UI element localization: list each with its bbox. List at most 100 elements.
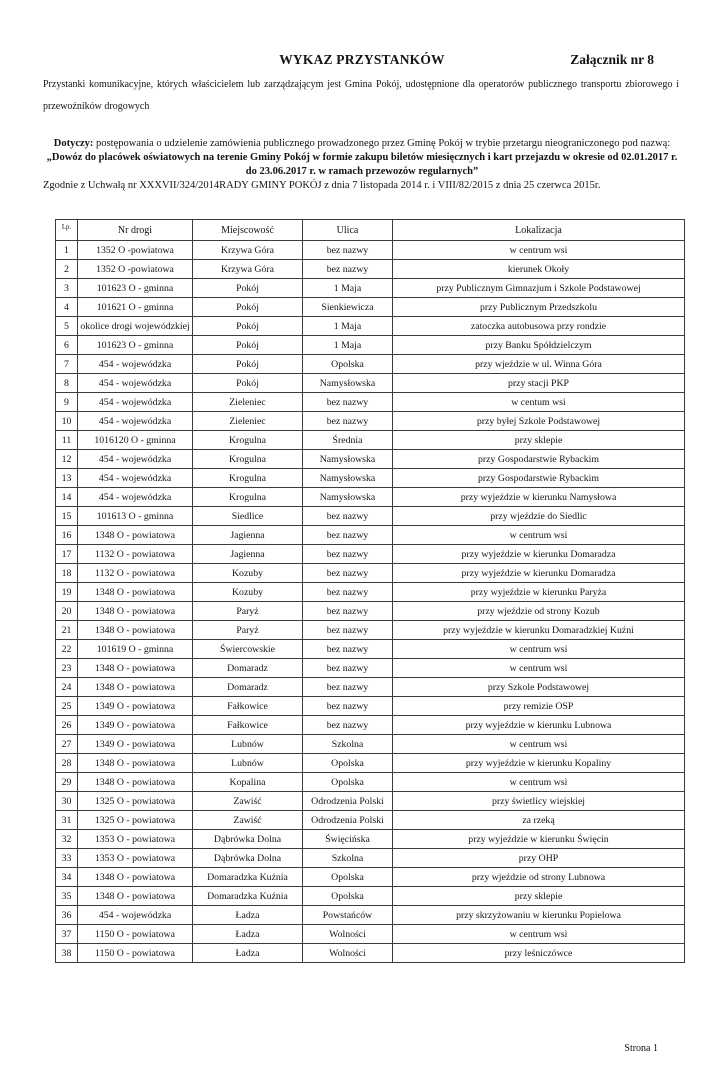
cell-nr-drogi: 1352 O -powiatowa [77, 259, 193, 279]
cell-lokalizacja: przy Publicznym Gimnazjum i Szkole Podst… [392, 278, 685, 298]
cell-ulica: bez nazwy [302, 506, 393, 526]
table-row: 33 1353 O - powiatowa Dąbrówka Dolna Szkoln… [55, 848, 685, 868]
cell-ulica: bez nazwy [302, 696, 393, 716]
cell-nr-drogi: 454 - wojewódzka [77, 468, 193, 488]
cell-nr-drogi: 454 - wojewódzka [77, 487, 193, 507]
cell-miejscowosc: Krogulna [192, 449, 303, 469]
table-row: 30 1325 O - powiatowa Zawiść Odrodzenia Pol… [55, 791, 685, 811]
cell-nr-drogi: 1353 O - powiatowa [77, 848, 193, 868]
cell-lokalizacja: w centrum wsi [392, 240, 685, 260]
table-row: 7 454 - wojewódzka Pokój Opolska przy wjeźdz… [55, 354, 685, 374]
cell-ulica: bez nazwy [302, 601, 393, 621]
dotyczy-paragraph: Dotyczy: postępowania o udzielenie zamów… [41, 137, 683, 151]
cell-ulica: bez nazwy [302, 544, 393, 564]
cell-lokalizacja: kierunek Okoły [392, 259, 685, 279]
cell-miejscowosc: Świercowskie [192, 639, 303, 659]
cell-miejscowosc: Fałkowice [192, 715, 303, 735]
cell-miejscowosc: Zieleniec [192, 411, 303, 431]
col-header-lokalizacja: Lokalizacja [392, 219, 685, 241]
cell-lp: 16 [55, 525, 78, 545]
cell-lokalizacja: przy Szkole Podstawowej [392, 677, 685, 697]
bus-stops-table: Lp. Nr drogi Miejscowość Ulica Lokalizac… [55, 219, 685, 963]
table-row: 11 1016120 O - gminna Krogulna Średnia przy … [55, 430, 685, 450]
cell-nr-drogi: 1016120 O - gminna [77, 430, 193, 450]
cell-lokalizacja: w centrum wsi [392, 639, 685, 659]
cell-nr-drogi: 101619 O - gminna [77, 639, 193, 659]
cell-ulica: bez nazwy [302, 240, 393, 260]
cell-lokalizacja: w centrum wsi [392, 924, 685, 944]
cell-nr-drogi: 101623 O - gminna [77, 278, 193, 298]
cell-lokalizacja: przy świetlicy wiejskiej [392, 791, 685, 811]
cell-lokalizacja: zatoczka autobusowa przy rondzie [392, 316, 685, 336]
cell-ulica: bez nazwy [302, 411, 393, 431]
cell-ulica: bez nazwy [302, 658, 393, 678]
cell-lp: 6 [55, 335, 78, 355]
cell-ulica: Sienkiewicza [302, 297, 393, 317]
table-row: 17 1132 O - powiatowa Jagienna bez nazwy prz… [55, 544, 685, 564]
cell-lokalizacja: w centrum wsi [392, 525, 685, 545]
cell-lp: 32 [55, 829, 78, 849]
cell-ulica: Namysłowska [302, 487, 393, 507]
cell-lp: 13 [55, 468, 78, 488]
cell-miejscowosc: Pokój [192, 373, 303, 393]
cell-lp: 5 [55, 316, 78, 336]
cell-miejscowosc: Domaradz [192, 677, 303, 697]
cell-miejscowosc: Krogulna [192, 430, 303, 450]
cell-lp: 21 [55, 620, 78, 640]
table-row: 19 1348 O - powiatowa Kozuby bez nazwy przy … [55, 582, 685, 602]
cell-lokalizacja: przy OHP [392, 848, 685, 868]
cell-nr-drogi: 1352 O -powiatowa [77, 240, 193, 260]
cell-nr-drogi: 1325 O - powiatowa [77, 810, 193, 830]
attachment-label: Załącznik nr 8 [570, 52, 654, 67]
table-row: 1 1352 O -powiatowa Krzywa Góra bez nazwy w … [55, 240, 685, 260]
cell-ulica: Wolności [302, 943, 393, 963]
cell-ulica: bez nazwy [302, 620, 393, 640]
col-header-lp: Lp. [55, 219, 78, 241]
cell-ulica: 1 Maja [302, 278, 393, 298]
cell-nr-drogi: 1150 O - powiatowa [77, 924, 193, 944]
table-row: 35 1348 O - powiatowa Domaradzka Kuźnia Opo… [55, 886, 685, 906]
cell-nr-drogi: 1349 O - powiatowa [77, 696, 193, 716]
cell-lp: 19 [55, 582, 78, 602]
cell-ulica: Opolska [302, 354, 393, 374]
table-row: 34 1348 O - powiatowa Domaradzka Kuźnia Opo… [55, 867, 685, 887]
cell-ulica: Wolności [302, 924, 393, 944]
cell-miejscowosc: Zawiść [192, 810, 303, 830]
table-row: 14 454 - wojewódzka Krogulna Namysłowska prz… [55, 487, 685, 507]
cell-lokalizacja: za rzeką [392, 810, 685, 830]
table-row: 26 1349 O - powiatowa Fałkowice bez nazwy pr… [55, 715, 685, 735]
cell-lp: 30 [55, 791, 78, 811]
cell-lokalizacja: przy Gospodarstwie Rybackim [392, 449, 685, 469]
cell-ulica: Opolska [302, 886, 393, 906]
cell-miejscowosc: Fałkowice [192, 696, 303, 716]
cell-nr-drogi: 1348 O - powiatowa [77, 658, 193, 678]
cell-nr-drogi: 1349 O - powiatowa [77, 734, 193, 754]
cell-nr-drogi: 1132 O - powiatowa [77, 563, 193, 583]
cell-lp: 17 [55, 544, 78, 564]
cell-miejscowosc: Pokój [192, 278, 303, 298]
table-row: 23 1348 O - powiatowa Domaradz bez nazwy w c… [55, 658, 685, 678]
cell-lp: 4 [55, 297, 78, 317]
cell-lp: 9 [55, 392, 78, 412]
table-row: 9 454 - wojewódzka Zieleniec bez nazwy w cen… [55, 392, 685, 412]
table-header: Lp. Nr drogi Miejscowość Ulica Lokalizac… [55, 219, 685, 241]
cell-lokalizacja: przy wyjeździe w kierunku Święcin [392, 829, 685, 849]
cell-lp: 7 [55, 354, 78, 374]
table-row: 3 101623 O - gminna Pokój 1 Maja przy Public… [55, 278, 685, 298]
cell-nr-drogi: 1348 O - powiatowa [77, 772, 193, 792]
cell-lp: 29 [55, 772, 78, 792]
cell-lokalizacja: przy leśniczówce [392, 943, 685, 963]
cell-miejscowosc: Pokój [192, 335, 303, 355]
cell-lp: 2 [55, 259, 78, 279]
legal-reference: Zgodnie z Uchwałą nr XXXVII/324/2014RADY… [43, 180, 601, 191]
table-row: 27 1349 O - powiatowa Lubnów Szkolna w centr… [55, 734, 685, 754]
intro-paragraph: Przystanki komunikacyjne, których właści… [43, 79, 679, 112]
col-header-ulica: Ulica [302, 219, 393, 241]
cell-ulica: Święcińska [302, 829, 393, 849]
cell-lokalizacja: przy Banku Spółdzielczym [392, 335, 685, 355]
cell-nr-drogi: 1132 O - powiatowa [77, 544, 193, 564]
cell-lokalizacja: przy sklepie [392, 886, 685, 906]
cell-lokalizacja: przy wyjeździe w kierunku Paryża [392, 582, 685, 602]
cell-miejscowosc: Kopalina [192, 772, 303, 792]
cell-lokalizacja: przy byłej Szkole Podstawowej [392, 411, 685, 431]
